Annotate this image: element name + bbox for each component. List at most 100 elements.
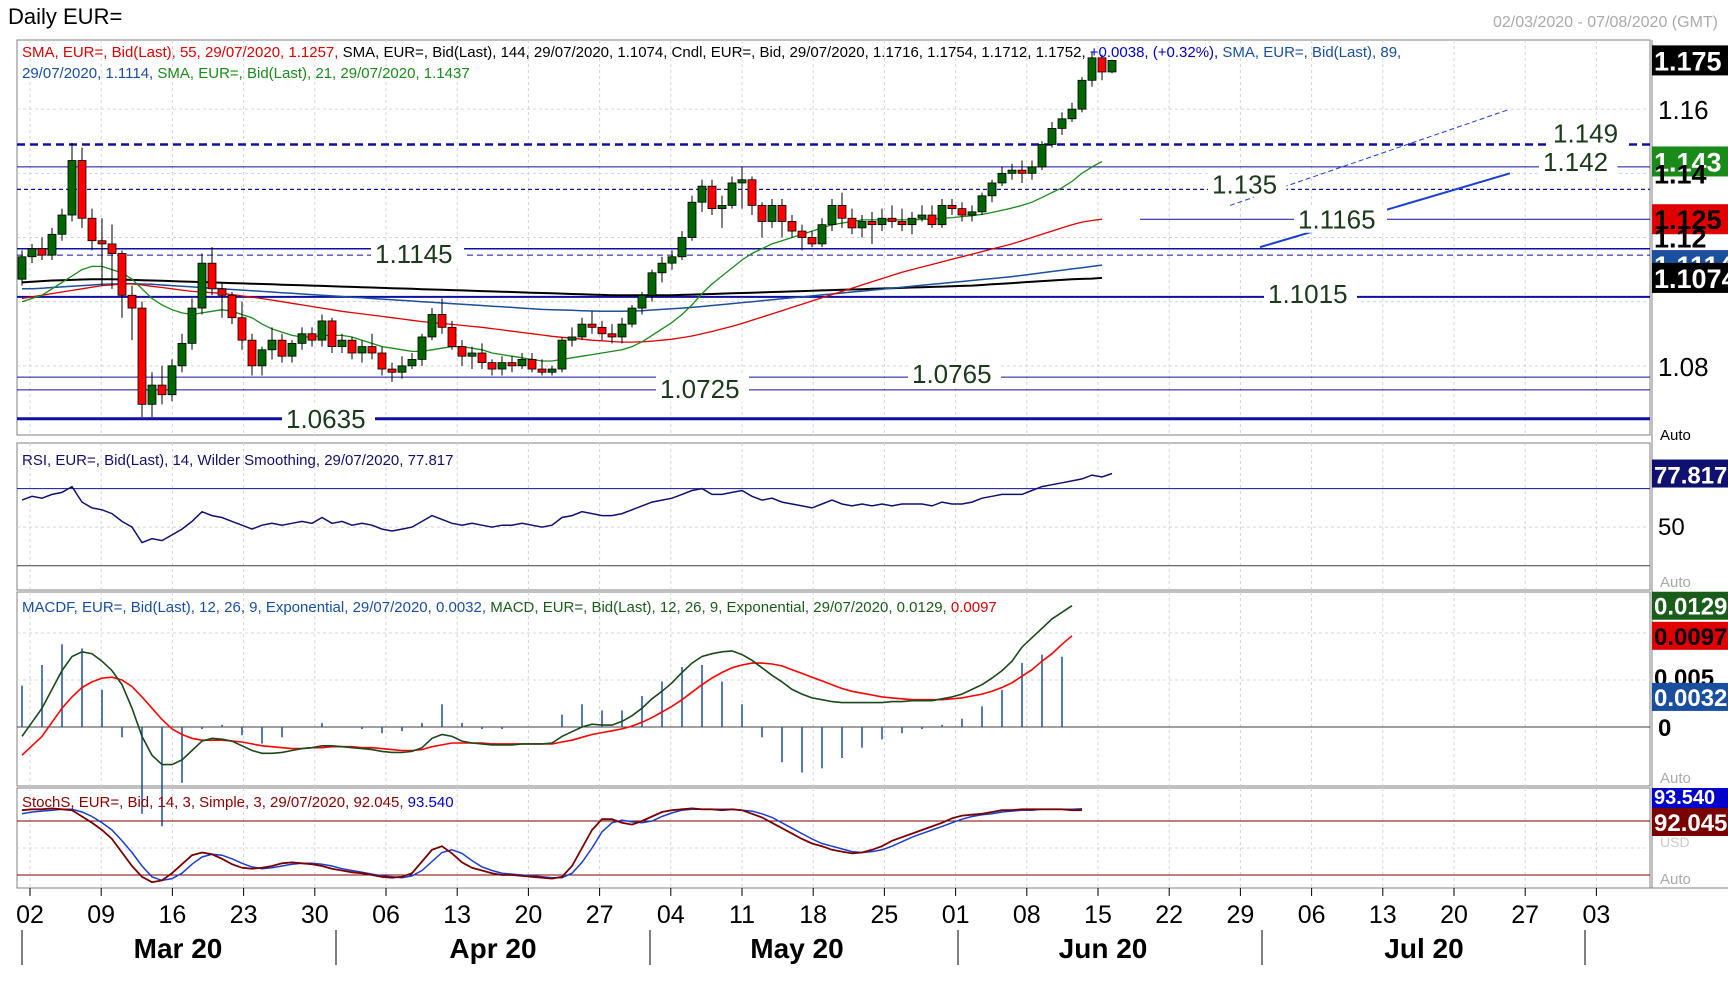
legend-part: MACDF, EUR=, Bid(Last), 12, 26, 9, Expon… bbox=[22, 599, 486, 616]
x-axis-month-label: Jun 20 bbox=[1059, 933, 1148, 964]
candle-body bbox=[257, 349, 267, 367]
axis-badge bbox=[1652, 788, 1728, 808]
candle-body bbox=[977, 195, 987, 213]
auto-label: Auto bbox=[1660, 770, 1691, 787]
candle-body bbox=[547, 368, 557, 373]
legend-part: Cndl, EUR=, Bid, 29/07/2020, 1.1716, 1.1… bbox=[667, 44, 1085, 61]
candle-body bbox=[1057, 118, 1067, 129]
panel-frame-stoch bbox=[16, 787, 1651, 889]
candle-body bbox=[797, 230, 807, 238]
candle-body bbox=[1107, 60, 1117, 73]
x-axis-day-label: 13 bbox=[1369, 901, 1397, 929]
candle-body bbox=[527, 359, 537, 370]
x-axis-day-label: 06 bbox=[372, 901, 400, 929]
legend-part: SMA, EUR=, Bid(Last), 89, bbox=[1218, 44, 1401, 61]
candle-body bbox=[477, 352, 487, 364]
candle-body bbox=[37, 248, 47, 256]
candle-body bbox=[137, 307, 147, 405]
candle-body bbox=[667, 256, 677, 264]
candle-body bbox=[967, 211, 977, 216]
candle-body bbox=[727, 182, 737, 206]
candle-body bbox=[1047, 128, 1057, 145]
axis-badge bbox=[1652, 146, 1728, 177]
candle-body bbox=[47, 233, 57, 256]
candle-body bbox=[787, 221, 797, 232]
axis-badge-label: 92.045 bbox=[1654, 810, 1727, 837]
candle-body bbox=[997, 172, 1007, 184]
level-label-bg bbox=[371, 241, 464, 268]
candle-body bbox=[867, 221, 877, 226]
level-label: 1.1165 bbox=[1298, 205, 1376, 235]
axis-tick-label: 0 bbox=[1658, 715, 1671, 742]
candle-body bbox=[737, 179, 747, 184]
axis-badge-label: 0.0129 bbox=[1654, 594, 1727, 621]
axis-badge-label: 0.0032 bbox=[1654, 685, 1727, 712]
level-label-bg bbox=[282, 405, 375, 432]
candle-body bbox=[877, 217, 887, 226]
candle-body bbox=[917, 214, 927, 219]
candle-body bbox=[657, 262, 667, 274]
price-legend-line1: SMA, EUR=, Bid(Last), 55, 29/07/2020, 1.… bbox=[22, 44, 1401, 61]
candle-body bbox=[267, 339, 277, 351]
candle-body bbox=[957, 208, 967, 216]
candle-body bbox=[1027, 166, 1037, 174]
legend-part: 29/07/2020, 1.1114, bbox=[22, 65, 153, 82]
level-label-bg bbox=[1208, 171, 1287, 198]
legend-part: 0.0097 bbox=[947, 599, 997, 616]
candle-body bbox=[207, 262, 217, 290]
candle-body bbox=[337, 339, 347, 347]
candle-body bbox=[847, 217, 857, 229]
candle-body bbox=[287, 342, 297, 357]
candle-body bbox=[607, 333, 617, 338]
candle-body bbox=[1037, 144, 1047, 168]
candle-body bbox=[1017, 169, 1027, 174]
axis-tick-label: 50 bbox=[1658, 514, 1685, 541]
price-legend-line2: 29/07/2020, 1.1114, SMA, EUR=, Bid(Last)… bbox=[22, 65, 470, 82]
candle-body bbox=[347, 339, 357, 354]
candle-body bbox=[237, 317, 247, 341]
candle-body bbox=[127, 294, 137, 309]
candle-body bbox=[687, 201, 697, 238]
auto-label: Auto bbox=[1660, 427, 1691, 444]
candle-body bbox=[677, 237, 687, 258]
auto-label: Auto bbox=[1660, 871, 1691, 888]
candle-body bbox=[827, 205, 837, 226]
candle-body bbox=[297, 333, 307, 344]
candle-body bbox=[317, 320, 327, 341]
x-axis-day-label: 04 bbox=[657, 901, 685, 929]
rsi-line bbox=[21, 472, 1113, 544]
axis-tick-label: 1.16 bbox=[1658, 95, 1709, 125]
candle-body bbox=[377, 352, 387, 370]
candle-body bbox=[427, 314, 437, 338]
axis-badge bbox=[1652, 45, 1728, 76]
axis-badge-label: 1.12 bbox=[1654, 224, 1707, 254]
stoch-legend: StochS, EUR=, Bid, 14, 3, Simple, 3, 29/… bbox=[22, 794, 454, 811]
candle-body bbox=[897, 221, 907, 226]
candle-body bbox=[457, 346, 467, 357]
x-axis-day-label: 20 bbox=[1440, 901, 1468, 929]
x-axis-day-label: 16 bbox=[158, 901, 186, 929]
x-axis-day-label: 20 bbox=[514, 901, 542, 929]
candle-body bbox=[987, 182, 997, 197]
level-label: 1.0765 bbox=[912, 359, 992, 389]
candle-body bbox=[397, 365, 407, 373]
level-label-bg bbox=[1539, 148, 1618, 175]
axis-badge bbox=[1652, 621, 1728, 650]
candle-body bbox=[507, 362, 517, 367]
candle-body bbox=[417, 336, 427, 360]
x-axis-day-label: 25 bbox=[870, 901, 898, 929]
macd-legend: MACDF, EUR=, Bid(Last), 12, 26, 9, Expon… bbox=[22, 599, 997, 616]
macd-line bbox=[21, 605, 1073, 766]
level-label: 1.135 bbox=[1212, 169, 1277, 199]
x-axis-day-label: 30 bbox=[301, 901, 329, 929]
candle-body bbox=[587, 323, 597, 328]
candle-body bbox=[557, 339, 567, 370]
candle-body bbox=[487, 362, 497, 370]
x-axis-day-label: 22 bbox=[1155, 901, 1183, 929]
candle-body bbox=[247, 339, 257, 367]
candle-body bbox=[807, 237, 817, 245]
candle-body bbox=[177, 342, 187, 367]
legend-part: SMA, EUR=, Bid(Last), 21, 29/07/2020, 1.… bbox=[153, 65, 469, 82]
level-label-bg bbox=[908, 361, 1001, 388]
candle-body bbox=[887, 217, 897, 222]
